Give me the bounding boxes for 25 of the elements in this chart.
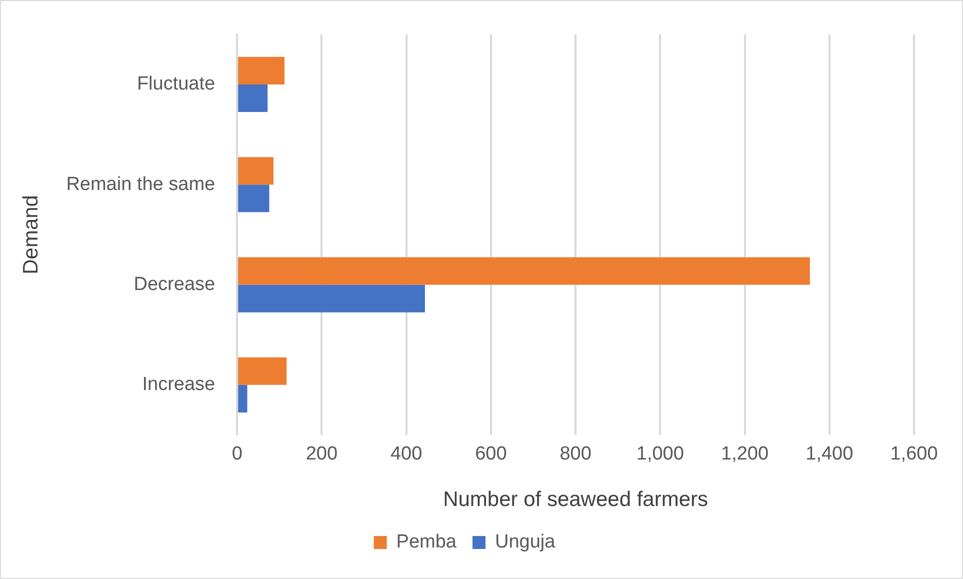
x-tick-label: 600 — [475, 444, 507, 465]
bar — [238, 157, 274, 185]
bar — [238, 384, 248, 412]
y-axis-title: Demand — [19, 195, 42, 274]
x-tick-label: 200 — [306, 444, 338, 465]
x-tick-label: 1,000 — [636, 444, 684, 465]
x-tick-label: 0 — [232, 444, 242, 465]
bar — [238, 184, 270, 212]
legend-label: Unguja — [494, 532, 556, 553]
bar — [238, 257, 810, 285]
legend-label: Pemba — [396, 532, 457, 553]
x-tick-label: 1,200 — [721, 444, 769, 465]
x-tick-label: 400 — [390, 444, 422, 465]
y-tick-label: Increase — [142, 374, 216, 396]
x-tick-label: 1,400 — [806, 444, 854, 465]
bar — [238, 84, 268, 112]
bar — [238, 56, 284, 84]
y-tick-label: Decrease — [134, 274, 216, 296]
y-tick-label: Remain the same — [66, 174, 216, 195]
bar — [238, 357, 287, 385]
y-tick-label: Fluctuate — [136, 74, 216, 95]
x-axis-title: Number of seaweed farmers — [443, 488, 708, 512]
x-tick-label: 1,600 — [890, 444, 938, 465]
x-tick-label: 800 — [560, 444, 592, 465]
bar — [238, 284, 425, 312]
